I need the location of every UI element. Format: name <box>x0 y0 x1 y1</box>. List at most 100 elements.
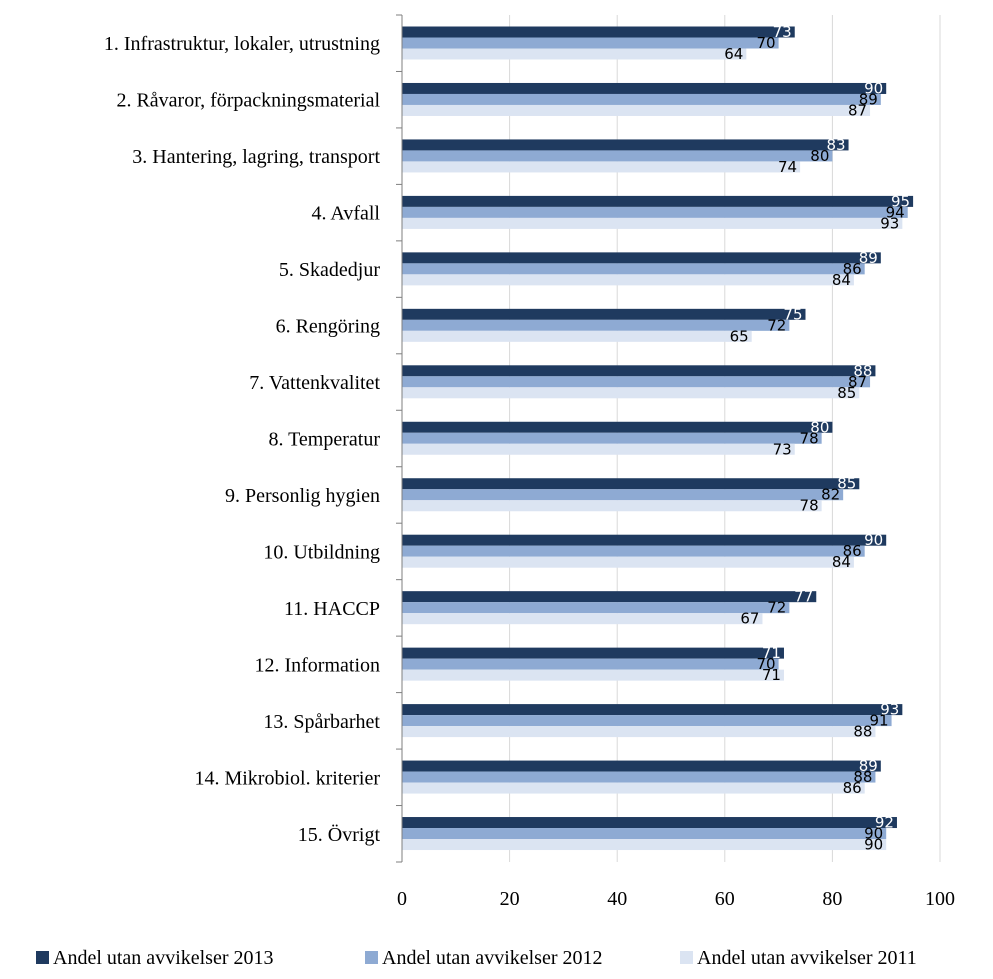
bar <box>402 669 784 681</box>
bar <box>402 139 849 151</box>
data-label: 70 <box>757 34 776 52</box>
bars <box>402 26 914 851</box>
bar <box>402 308 806 320</box>
data-label: 89 <box>859 249 878 267</box>
data-label: 86 <box>843 542 862 560</box>
bar <box>402 37 779 49</box>
bar <box>402 839 887 851</box>
bar <box>402 421 833 433</box>
data-label: 86 <box>843 779 862 797</box>
bar <box>402 48 747 60</box>
x-tick-label: 0 <box>397 888 407 910</box>
category-label: 9. Personlig hygien <box>225 485 380 507</box>
axes: 0 20 40 60 80 100 <box>396 14 955 910</box>
data-label: 85 <box>837 475 856 493</box>
data-label: 65 <box>730 327 749 345</box>
bar <box>402 489 844 501</box>
category-label: 3. Hantering, lagring, transport <box>132 146 380 168</box>
category-label: 5. Skadedjur <box>279 259 380 281</box>
bar <box>402 726 876 738</box>
data-label: 90 <box>864 531 883 549</box>
bar <box>402 217 903 229</box>
data-label: 95 <box>891 192 910 210</box>
category-label: 4. Avfall <box>311 203 380 225</box>
category-label: 15. Övrigt <box>298 823 381 846</box>
x-tick-label: 60 <box>715 888 735 910</box>
data-label: 75 <box>783 305 802 323</box>
data-label: 72 <box>767 316 786 334</box>
data-label: 78 <box>800 429 819 447</box>
data-label: 73 <box>773 23 792 41</box>
data-label: 82 <box>821 486 840 504</box>
data-label: 85 <box>837 384 856 402</box>
bar <box>402 82 887 94</box>
x-tick-label: 80 <box>822 888 842 910</box>
category-label: 2. Råvaror, förpackningsmaterial <box>116 90 380 112</box>
bar <box>402 534 887 546</box>
category-label: 6. Rengöring <box>276 316 380 338</box>
bar <box>402 263 865 275</box>
data-label: 83 <box>826 136 845 154</box>
category-label: 13. Spårbarhet <box>263 711 380 733</box>
data-label: 71 <box>762 666 781 684</box>
data-label: 92 <box>875 814 894 832</box>
bar <box>402 817 897 829</box>
bar <box>402 591 817 603</box>
bar <box>402 206 908 218</box>
bar <box>402 478 860 490</box>
x-tick-label: 100 <box>925 888 955 910</box>
bar <box>402 376 871 388</box>
data-label: 88 <box>853 723 872 741</box>
data-label: 94 <box>886 203 905 221</box>
data-label: 77 <box>794 588 813 606</box>
data-label: 90 <box>864 836 883 854</box>
data-label: 78 <box>800 497 819 515</box>
bar <box>402 556 854 568</box>
bar <box>402 195 914 207</box>
category-label: 12. Information <box>254 654 380 676</box>
data-label: 87 <box>848 373 867 391</box>
bar <box>402 500 822 512</box>
data-label: 87 <box>848 101 867 119</box>
category-label: 14. Mikrobiol. kriterier <box>194 767 380 789</box>
bar <box>402 432 822 444</box>
bar <box>402 715 892 727</box>
data-label: 80 <box>810 147 829 165</box>
data-label: 70 <box>757 655 776 673</box>
bar <box>402 771 876 783</box>
bar <box>402 330 752 342</box>
legend-swatch <box>680 951 693 964</box>
data-label: 89 <box>859 90 878 108</box>
legend-swatch <box>36 951 49 964</box>
bar <box>402 602 790 614</box>
bar <box>402 545 865 557</box>
data-label: 88 <box>853 362 872 380</box>
legend-label: Andel utan avvikelser 2011 <box>697 947 917 969</box>
data-label: 80 <box>810 418 829 436</box>
data-label: 91 <box>869 712 888 730</box>
category-label: 8. Temperatur <box>268 429 380 451</box>
bar <box>402 274 854 286</box>
data-label: 90 <box>864 79 883 97</box>
bar <box>402 161 801 173</box>
category-label: 10. Utbildning <box>263 541 380 563</box>
data-label: 67 <box>740 610 759 628</box>
data-label: 93 <box>880 701 899 719</box>
bar <box>402 319 790 331</box>
category-label: 1. Infrastruktur, lokaler, utrustning <box>104 33 380 55</box>
bar <box>402 443 795 455</box>
data-label: 84 <box>832 271 851 289</box>
x-tick-label: 40 <box>607 888 627 910</box>
data-label: 88 <box>853 768 872 786</box>
data-label: 72 <box>767 599 786 617</box>
data-label: 86 <box>843 260 862 278</box>
bar <box>402 704 903 716</box>
x-tick-label: 20 <box>500 888 520 910</box>
bar <box>402 150 833 162</box>
bar <box>402 647 784 659</box>
data-label: 74 <box>778 158 797 176</box>
bar <box>402 658 779 670</box>
data-label: 89 <box>859 757 878 775</box>
